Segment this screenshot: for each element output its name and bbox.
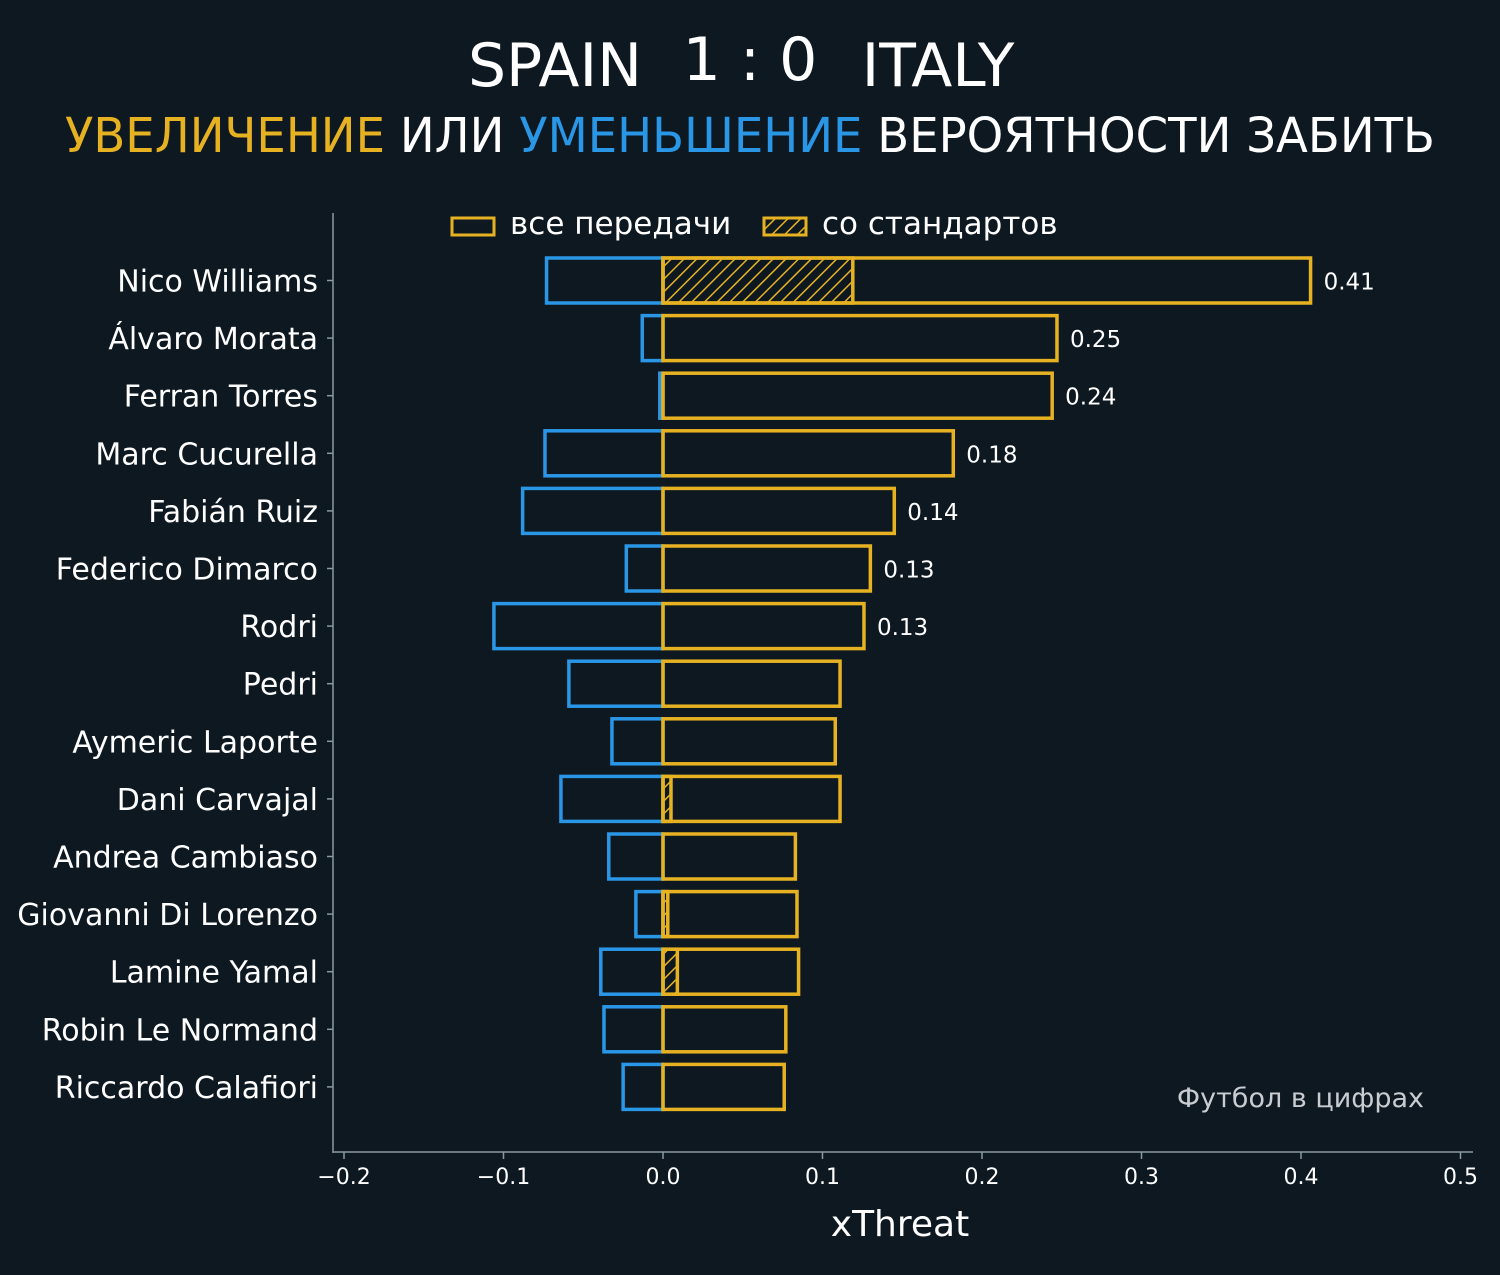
- player-label: Giovanni Di Lorenzo: [17, 898, 318, 933]
- bars-layer: 0.41 0.25 0.24 0.18 0.14 0.13 0.13: [492, 256, 1375, 1112]
- y-labels-layer: Nico Williams Álvaro Morata Ferran Torres M…: [17, 265, 333, 1106]
- x-tick-label: 0.0: [646, 1165, 681, 1190]
- legend: все передачи со стандартов: [450, 206, 1058, 242]
- player-label: Andrea Cambiaso: [53, 841, 318, 876]
- positive-bar: [661, 947, 801, 996]
- negative-bar: [621, 1062, 665, 1112]
- player-label: Lamine Yamal: [110, 956, 318, 991]
- negative-bar: [559, 774, 665, 824]
- legend-label-set-pieces: со стандартов: [822, 206, 1058, 242]
- value-label: 0.24: [1065, 385, 1116, 411]
- negative-bar: [567, 659, 665, 708]
- negative-bar: [640, 313, 665, 363]
- x-ticks-layer: −0.2 −0.1 0.0 0.1 0.2 0.3 0.4 0.5: [317, 1152, 1478, 1190]
- positive-bar: [661, 601, 866, 651]
- legend-label-all-passes: все передачи: [510, 206, 731, 242]
- player-label: Federico Dimarco: [56, 553, 318, 588]
- player-label: Pedri: [243, 668, 318, 703]
- x-tick-label: 0.4: [1284, 1165, 1319, 1190]
- watermark: Футбол в цифрах: [1177, 1083, 1424, 1114]
- positive-bar: [661, 371, 1054, 420]
- player-label: Dani Carvajal: [117, 783, 318, 818]
- positive-bar: [661, 717, 838, 766]
- negative-bar: [610, 717, 665, 766]
- x-tick-label: −0.2: [317, 1165, 370, 1190]
- positive-bar: [661, 1062, 786, 1112]
- home-team-title: SPAIN: [468, 31, 642, 101]
- player-label: Nico Williams: [117, 265, 318, 300]
- x-tick-label: 0.2: [965, 1165, 1000, 1190]
- away-team-title: ITALY: [862, 31, 1015, 101]
- negative-bar: [520, 486, 665, 536]
- subtitle: УВЕЛИЧЕНИЕ ИЛИ УМЕНЬШЕНИЕ ВЕРОЯТНОСТИ ЗА…: [65, 108, 1435, 164]
- positive-bar: [661, 486, 897, 536]
- x-tick-label: 0.1: [805, 1165, 840, 1190]
- value-label: 0.13: [883, 558, 934, 584]
- value-label: 0.25: [1070, 327, 1121, 353]
- positive-bar: [661, 832, 798, 881]
- subtitle-rest: ВЕРОЯТНОСТИ ЗАБИТЬ: [862, 108, 1435, 164]
- player-label: Robin Le Normand: [42, 1013, 318, 1048]
- positive-bar: [661, 429, 956, 478]
- player-label: Marc Cucurella: [95, 437, 318, 472]
- x-axis-label: xThreat: [831, 1204, 969, 1245]
- value-label: 0.18: [966, 442, 1017, 468]
- subtitle-decrease: УМЕНЬШЕНИЕ: [519, 108, 862, 164]
- x-tick-label: −0.1: [477, 1165, 530, 1190]
- negative-bar: [544, 256, 665, 305]
- positive-bar: [661, 889, 799, 939]
- negative-bar: [602, 1005, 665, 1054]
- negative-bar: [634, 889, 665, 939]
- legend-swatch-set-pieces: [762, 216, 808, 237]
- player-label: Rodri: [240, 610, 318, 645]
- player-label: Álvaro Morata: [108, 321, 318, 357]
- score-title: 1 : 0: [683, 25, 818, 95]
- player-label: Aymeric Laporte: [72, 725, 318, 760]
- value-label: 0.14: [907, 500, 958, 526]
- negative-bar: [492, 601, 665, 651]
- positive-bar: [661, 313, 1059, 363]
- positive-bar: [661, 774, 842, 824]
- set-piece-bar: [661, 947, 680, 996]
- player-label: Riccardo Calafiori: [55, 1071, 318, 1106]
- negative-bar: [624, 544, 665, 593]
- x-tick-label: 0.3: [1124, 1165, 1159, 1190]
- x-tick-label: 0.5: [1443, 1165, 1478, 1190]
- set-piece-bar: [661, 256, 855, 305]
- player-label: Fabián Ruiz: [148, 495, 318, 530]
- negative-bar: [543, 429, 665, 478]
- positive-bar: [661, 1005, 788, 1054]
- positive-bar: [661, 659, 842, 708]
- positive-bar: [661, 544, 873, 593]
- legend-swatch-all-passes: [450, 216, 496, 237]
- player-label: Ferran Torres: [124, 380, 318, 415]
- subtitle-increase: УВЕЛИЧЕНИЕ: [65, 108, 385, 164]
- subtitle-or: ИЛИ: [385, 108, 519, 164]
- positive-bar: [661, 256, 1313, 305]
- negative-bar: [607, 832, 665, 881]
- value-label: 0.13: [877, 615, 928, 641]
- value-label: 0.41: [1324, 270, 1375, 296]
- negative-bar: [599, 947, 665, 996]
